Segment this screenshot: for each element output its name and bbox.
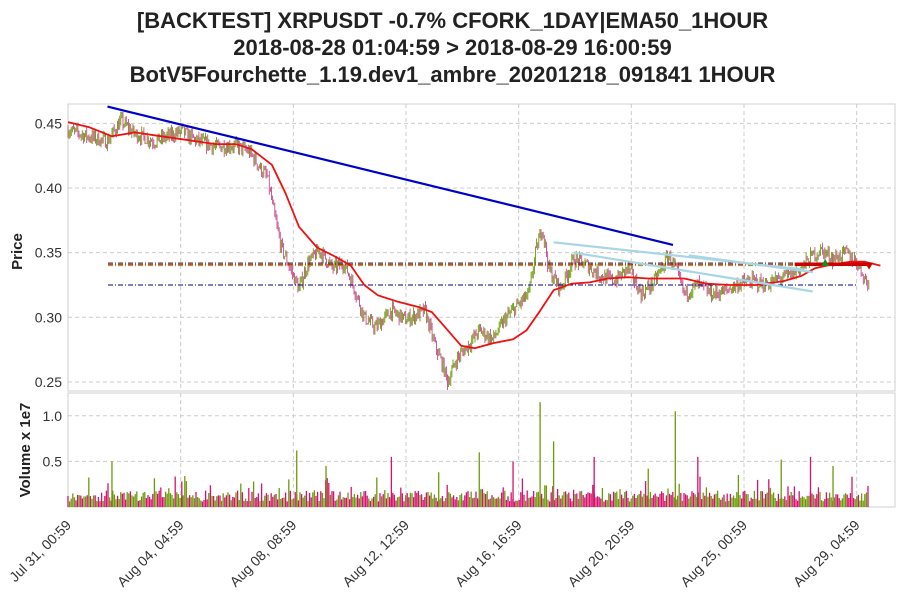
x-tick-label: Aug 16, 16:59 [452,517,525,590]
price-y-tick-label: 0.40 [35,180,62,196]
price-panel-frame [67,103,896,392]
channel-line [573,251,813,293]
volume-y-tick-label: 1.0 [43,408,63,424]
ema-line [67,121,881,350]
price-y-tick-label: 0.30 [35,309,62,325]
x-tick-label: Aug 12, 12:59 [339,517,412,590]
trend-line [107,105,674,246]
x-tick-label: Aug 08, 08:59 [226,517,299,590]
chart-title-line-2: 2018-08-28 01:04:59 > 2018-08-29 16:00:5… [233,35,672,60]
x-tick-label: Aug 04, 04:59 [114,517,187,590]
buy-marker [821,259,830,267]
price-y-tick-label: 0.45 [35,115,62,131]
x-tick-label: Aug 20, 20:59 [564,517,637,590]
volume-y-tick-label: 0.5 [43,453,63,469]
price-y-tick-label: 0.35 [35,245,62,261]
volume-series [67,402,869,507]
chart-title-line-1: [BACKTEST] XRPUSDT -0.7% CFORK_1DAY|EMA5… [136,8,769,33]
x-tick-label: Aug 29, 04:59 [790,517,863,590]
chart-title-line-3: BotV5Fourchette_1.19.dev1_ambre_20201218… [129,62,776,87]
volume-axis-label: Volume x 1e7 [17,403,34,498]
price-axis-label: Price [9,233,26,270]
channel-line [688,254,813,274]
price-y-tick-label: 0.25 [35,374,62,390]
x-tick-label: Jul 31, 00:59 [6,517,74,585]
sell-marker [865,262,874,270]
x-tick-label: Aug 25, 00:59 [677,517,750,590]
